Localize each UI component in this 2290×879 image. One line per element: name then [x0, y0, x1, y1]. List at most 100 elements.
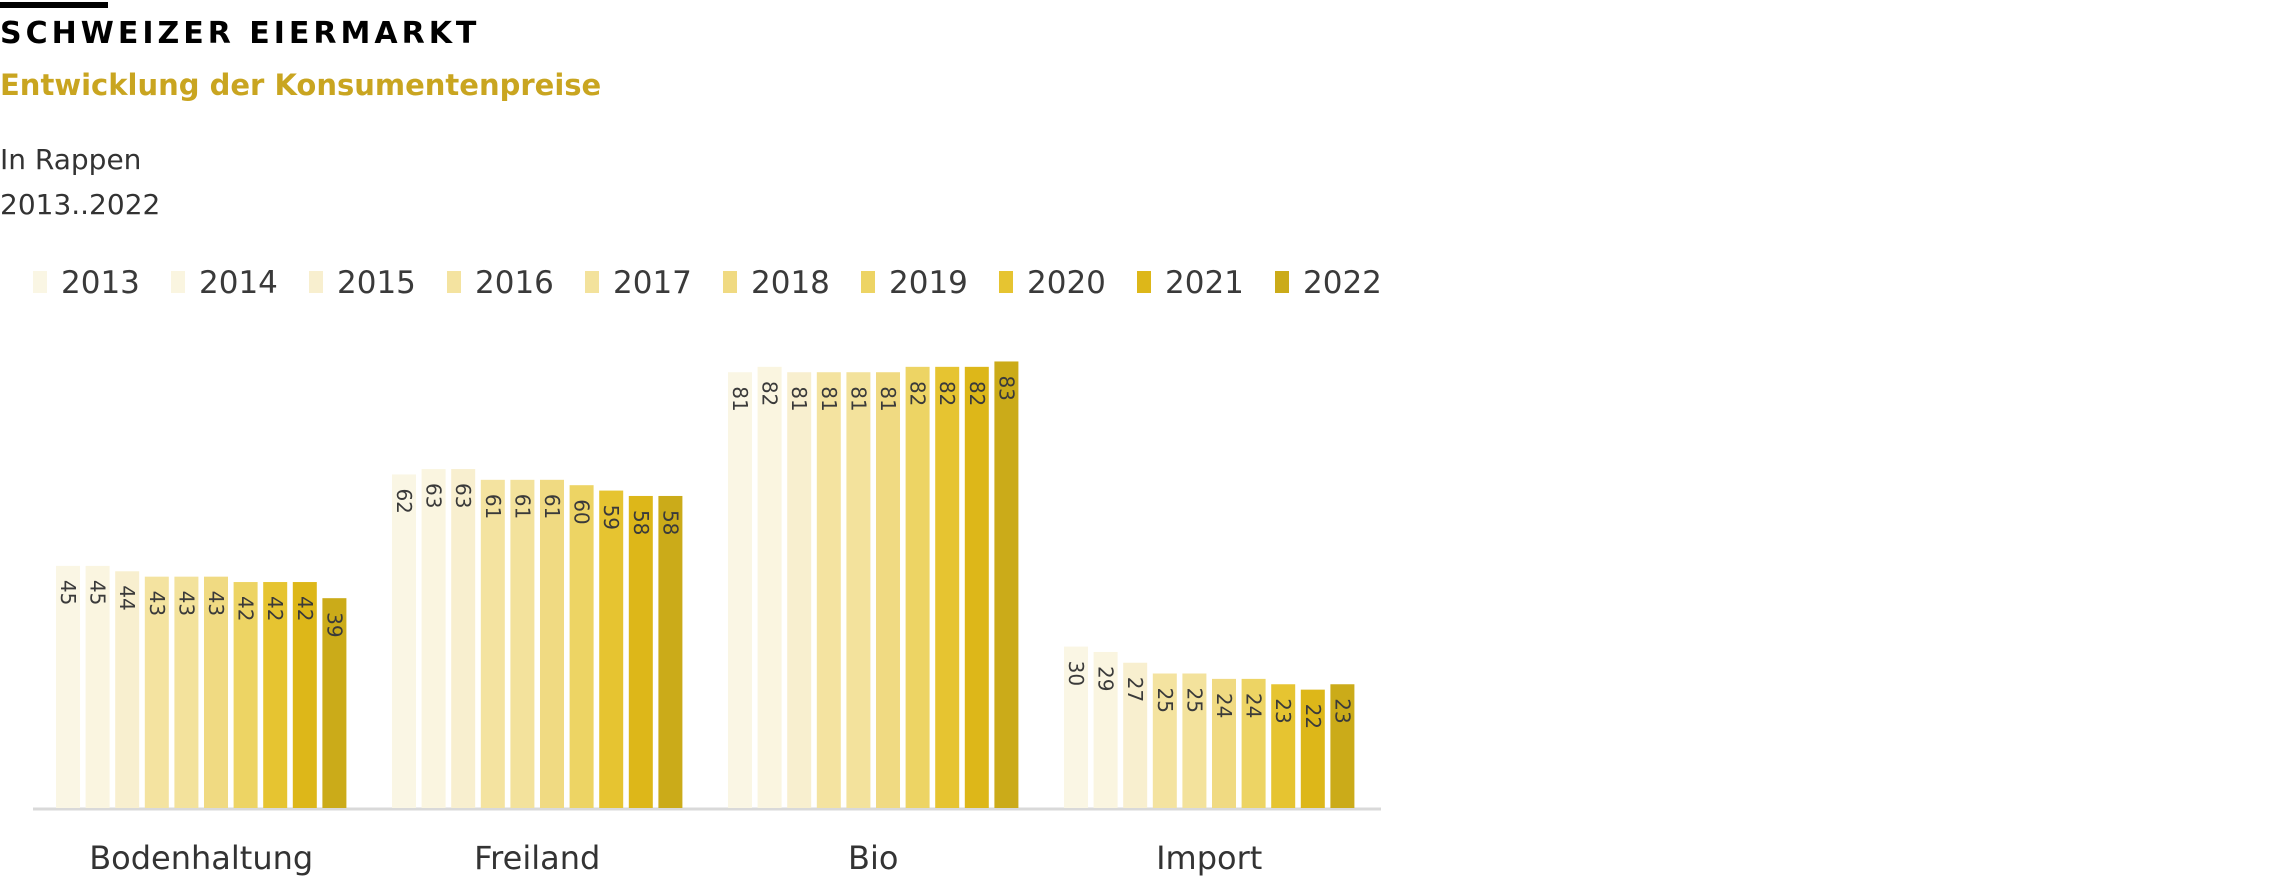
data-label-freiland-2021: 58 [629, 510, 653, 535]
bar-freiland-2021 [628, 495, 653, 808]
legend-swatch-2016 [447, 271, 461, 293]
bar-bio-2021 [964, 366, 989, 808]
bar-freiland-2022 [658, 495, 683, 808]
title-accent-bar [0, 2, 108, 8]
legend-swatch-2015 [309, 271, 323, 293]
bar-bio-2014 [757, 366, 782, 808]
data-label-import-2019: 24 [1242, 693, 1266, 718]
data-label-bodenhaltung-2017: 43 [174, 591, 198, 616]
bar-bodenhaltung-2014 [85, 565, 110, 808]
data-label-bodenhaltung-2018: 43 [204, 591, 228, 616]
data-label-bio-2019: 82 [906, 381, 930, 406]
data-label-bio-2014: 82 [758, 381, 782, 406]
bar-bodenhaltung-2013 [56, 565, 80, 808]
legend-swatch-2020 [999, 271, 1013, 293]
legend-swatch-2017 [585, 271, 599, 293]
bar-freiland-2020 [599, 490, 624, 808]
bar-freiland-2016 [480, 479, 505, 808]
bar-import-2016 [1152, 673, 1177, 808]
data-label-import-2016: 25 [1153, 688, 1177, 713]
bar-freiland-2017 [510, 479, 535, 808]
legend-swatch-2021 [1137, 271, 1151, 293]
bar-bodenhaltung-2021 [292, 582, 317, 808]
data-label-bodenhaltung-2014: 45 [86, 580, 110, 605]
legend-swatch-2022 [1275, 271, 1289, 293]
data-label-freiland-2017: 61 [510, 494, 534, 519]
data-label-bio-2016: 81 [817, 386, 841, 411]
legend-label-2022: 2022 [1303, 265, 1382, 301]
legend-label-2019: 2019 [889, 265, 968, 301]
bar-import-2018 [1212, 678, 1236, 808]
legend-swatch-2018 [723, 271, 737, 293]
data-label-freiland-2014: 63 [422, 483, 446, 508]
data-label-bio-2018: 81 [876, 386, 900, 411]
bar-bio-2020 [935, 366, 960, 808]
data-label-bio-2021: 82 [965, 381, 989, 406]
category-label-bodenhaltung: Bodenhaltung [89, 839, 313, 877]
bar-bodenhaltung-2020 [263, 582, 288, 808]
legend-swatch-2013 [33, 271, 47, 293]
bar-bio-2022 [994, 361, 1019, 808]
bar-bio-2013 [728, 372, 752, 808]
data-label-bodenhaltung-2022: 39 [322, 612, 346, 637]
period-note: 2013..2022 [0, 188, 161, 221]
legend-swatch-2019 [861, 271, 875, 293]
bar-import-2017 [1182, 673, 1207, 808]
data-label-import-2014: 29 [1094, 666, 1118, 691]
data-label-bio-2015: 81 [787, 386, 811, 411]
data-label-bodenhaltung-2016: 43 [145, 591, 169, 616]
bar-bio-2015 [787, 372, 812, 808]
legend-label-2017: 2017 [613, 265, 692, 301]
bar-bio-2016 [816, 372, 841, 808]
bar-import-2015 [1123, 662, 1148, 808]
bar-import-2014 [1093, 651, 1118, 808]
bar-bio-2019 [905, 366, 930, 808]
legend-label-2013: 2013 [61, 265, 140, 301]
data-label-freiland-2022: 58 [658, 510, 682, 535]
bar-bio-2018 [876, 372, 900, 808]
data-label-import-2015: 27 [1123, 677, 1147, 702]
data-label-import-2018: 24 [1212, 693, 1236, 718]
bar-bio-2017 [846, 372, 871, 808]
data-label-import-2021: 22 [1301, 704, 1325, 729]
legend-label-2021: 2021 [1165, 265, 1244, 301]
bar-import-2022 [1330, 684, 1355, 808]
legend-label-2014: 2014 [199, 265, 278, 301]
data-label-bio-2013: 81 [728, 386, 752, 411]
bar-bodenhaltung-2018 [204, 576, 228, 808]
data-label-freiland-2020: 59 [599, 505, 623, 530]
data-label-bodenhaltung-2013: 45 [56, 580, 80, 605]
data-label-bio-2017: 81 [846, 386, 870, 411]
bar-freiland-2014 [421, 469, 446, 808]
bar-bodenhaltung-2017 [174, 576, 199, 808]
data-label-freiland-2013: 62 [392, 488, 416, 513]
data-label-import-2020: 23 [1271, 698, 1295, 723]
data-label-bodenhaltung-2019: 42 [234, 596, 258, 621]
bar-import-2020 [1271, 684, 1296, 808]
data-label-import-2017: 25 [1182, 688, 1206, 713]
data-label-bio-2022: 83 [994, 375, 1018, 400]
legend-label-2016: 2016 [475, 265, 554, 301]
bar-bodenhaltung-2019 [233, 582, 258, 808]
bar-import-2019 [1241, 678, 1266, 808]
data-label-bodenhaltung-2015: 44 [115, 585, 139, 610]
legend-label-2018: 2018 [751, 265, 830, 301]
bar-freiland-2018 [540, 479, 564, 808]
bar-import-2013 [1064, 646, 1088, 808]
legend-label-2015: 2015 [337, 265, 416, 301]
category-label-freiland: Freiland [474, 839, 600, 877]
data-label-freiland-2016: 61 [481, 494, 505, 519]
chart-title: SCHWEIZER EIERMARKT [0, 16, 481, 51]
legend-swatch-2014 [171, 271, 185, 293]
chart-subtitle: Entwicklung der Konsumentenpreise [0, 68, 602, 102]
data-label-freiland-2019: 60 [570, 499, 594, 524]
data-label-import-2013: 30 [1064, 661, 1088, 686]
bar-freiland-2013 [392, 474, 416, 808]
bar-bodenhaltung-2022 [322, 598, 347, 808]
data-label-bio-2020: 82 [935, 381, 959, 406]
category-label-import: Import [1156, 839, 1262, 877]
data-label-bodenhaltung-2020: 42 [263, 596, 287, 621]
data-label-freiland-2015: 63 [451, 483, 475, 508]
data-label-import-2022: 23 [1330, 698, 1354, 723]
unit-note: In Rappen [0, 143, 142, 176]
